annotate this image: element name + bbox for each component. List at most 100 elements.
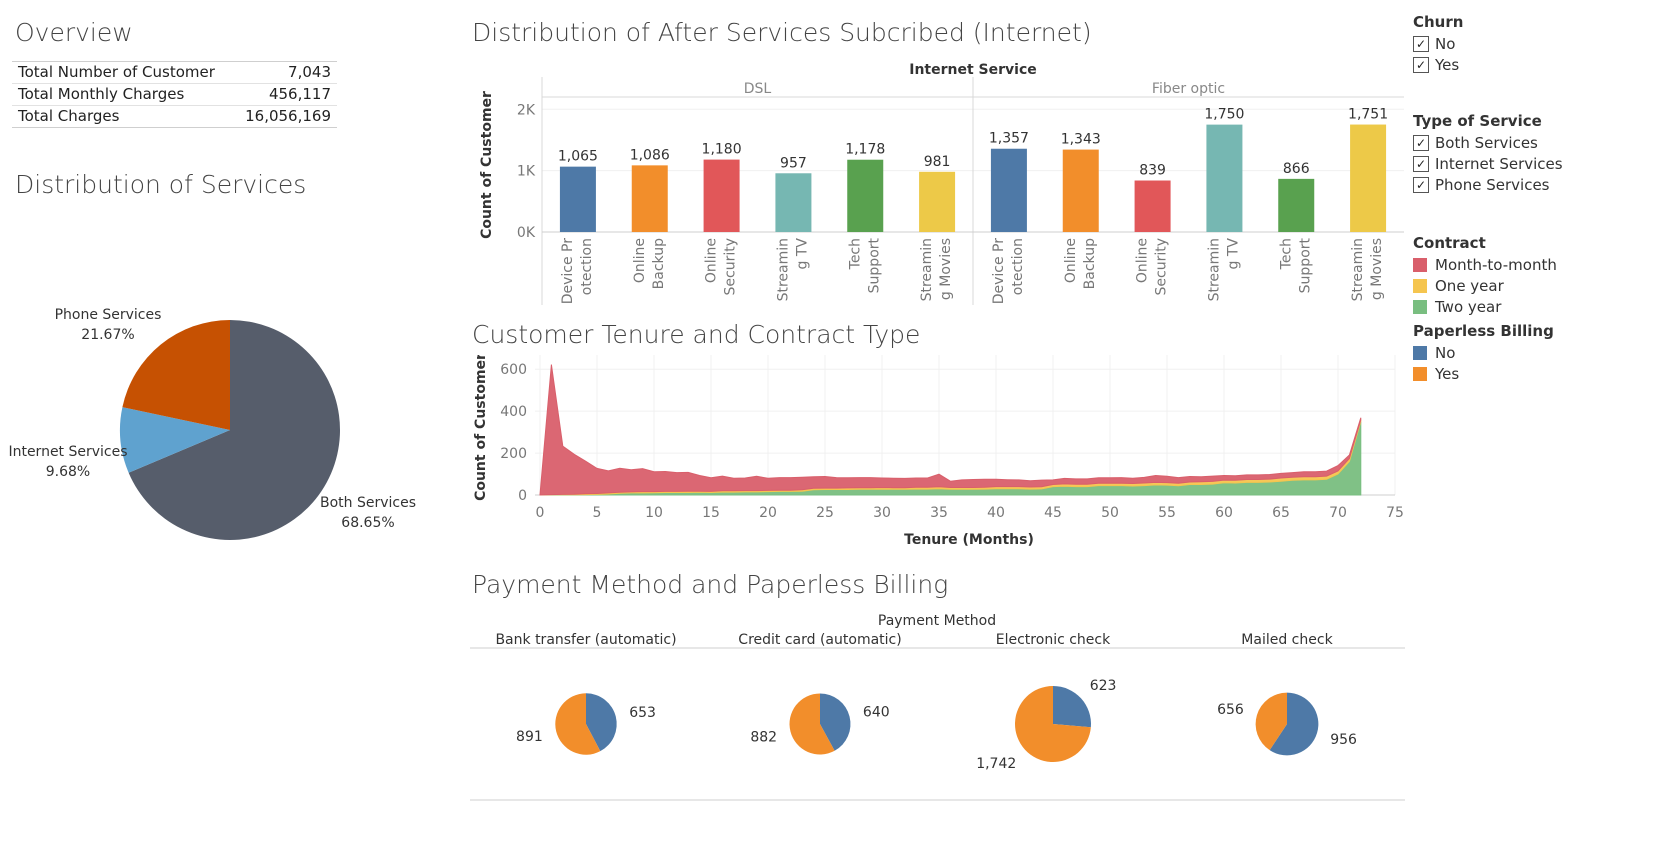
- checkbox-checked-icon[interactable]: ✓: [1413, 35, 1429, 52]
- category-label: otection: [579, 238, 595, 295]
- legend-contract-title: Contract: [1413, 234, 1486, 252]
- color-swatch: [1413, 299, 1427, 314]
- y-tick-label: 200: [500, 446, 527, 462]
- checkbox-checked-icon[interactable]: ✓: [1413, 176, 1429, 193]
- category-label: otection: [1010, 238, 1026, 295]
- payment-method-label: Credit card (automatic): [738, 632, 901, 648]
- pie-value-label: 891: [516, 729, 543, 745]
- churn-filter-yes[interactable]: ✓ Yes: [1413, 54, 1463, 75]
- x-tick-label: 55: [1158, 505, 1176, 521]
- checkbox-checked-icon[interactable]: ✓: [1413, 155, 1429, 172]
- category-label: Security: [1154, 238, 1170, 296]
- category-label: Backup: [651, 238, 667, 289]
- payment-title: Payment Method and Paperless Billing: [472, 570, 949, 599]
- legend-label: Month-to-month: [1435, 255, 1557, 274]
- category-label: Device Pr: [991, 238, 1007, 305]
- service-filter-internet[interactable]: ✓ Internet Services: [1413, 153, 1563, 174]
- legend-contract: Contract Month-to-month One year Two yea…: [1413, 234, 1557, 317]
- legend-paperless: Paperless Billing No Yes: [1413, 322, 1554, 384]
- overview-value: 16,056,169: [245, 107, 331, 125]
- churn-filter-no[interactable]: ✓ No: [1413, 33, 1463, 54]
- legend-contract-item[interactable]: Two year: [1413, 296, 1557, 317]
- pie-slice-label: Phone Services: [55, 307, 162, 323]
- bar-value-label: 1,180: [702, 142, 742, 158]
- pie-slice: [120, 407, 230, 473]
- legend-service-type: Type of Service ✓ Both Services ✓ Internet…: [1413, 112, 1563, 195]
- overview-title: Overview: [15, 18, 133, 47]
- x-tick-label: 50: [1101, 505, 1119, 521]
- category-label: g TV: [794, 238, 810, 270]
- x-tick-label: 75: [1386, 505, 1404, 521]
- pie-slice-label: Both Services: [320, 495, 416, 511]
- service-filter-both[interactable]: ✓ Both Services: [1413, 132, 1563, 153]
- legend-paperless-item[interactable]: No: [1413, 342, 1554, 363]
- legend-label: No: [1435, 343, 1456, 362]
- x-tick-label: 15: [702, 505, 720, 521]
- x-axis-label: Tenure (Months): [904, 532, 1034, 548]
- color-swatch: [1413, 257, 1427, 272]
- bar-value-label: 1,750: [1204, 107, 1244, 123]
- pie-slice-percent: 68.65%: [341, 515, 394, 531]
- category-label: Device Pr: [560, 238, 576, 305]
- legend-contract-item[interactable]: Month-to-month: [1413, 254, 1557, 275]
- filter-label: Yes: [1435, 55, 1460, 74]
- x-tick-label: 0: [536, 505, 545, 521]
- filter-label: No: [1435, 34, 1456, 53]
- bar-value-label: 1,357: [989, 131, 1029, 147]
- x-tick-label: 60: [1215, 505, 1233, 521]
- pie-slice: [555, 693, 601, 755]
- pie-value-label: 623: [1090, 678, 1117, 694]
- bar: [1278, 178, 1315, 232]
- services-pie-chart: Both Services 68.65% Internet Services 9.68…: [8, 307, 416, 540]
- bar: [1206, 124, 1243, 232]
- filter-label: Both Services: [1435, 133, 1538, 152]
- service-filter-phone[interactable]: ✓ Phone Services: [1413, 174, 1563, 195]
- category-label: g TV: [1225, 238, 1241, 270]
- color-swatch: [1413, 345, 1427, 360]
- bar: [559, 166, 596, 232]
- pie-value-label: 956: [1330, 732, 1357, 748]
- pie-slice-label: Internet Services: [8, 444, 127, 460]
- bar: [1134, 180, 1171, 232]
- y-tick-label: 600: [500, 362, 527, 378]
- pie-slice-percent: 9.68%: [46, 464, 90, 480]
- services-title: Distribution of Services: [15, 170, 307, 199]
- overview-label: Total Number of Customer: [18, 63, 215, 81]
- category-label: Online: [1063, 238, 1079, 283]
- bar: [1062, 149, 1099, 232]
- area-series: [539, 364, 1362, 496]
- category-label: Backup: [1082, 238, 1098, 289]
- x-tick-label: 70: [1329, 505, 1347, 521]
- bar-value-label: 957: [780, 155, 807, 171]
- category-label: Support: [1297, 237, 1313, 293]
- payment-method-label: Bank transfer (automatic): [495, 632, 676, 648]
- pie-slice: [1015, 686, 1091, 762]
- overview-label: Total Charges: [18, 107, 120, 125]
- bar: [847, 159, 884, 232]
- x-tick-label: 25: [816, 505, 834, 521]
- filter-label: Phone Services: [1435, 175, 1550, 194]
- internet-title: Distribution of After Services Subcribed…: [472, 18, 1092, 47]
- tenure-area-chart: 0 5 10 15 20 25 30 35 40 45 50 55 60 65 70 75 0 200 400 600…: [473, 355, 1404, 548]
- x-tick-label: 20: [759, 505, 777, 521]
- x-tick-label: 30: [873, 505, 891, 521]
- pie-slice: [128, 320, 340, 540]
- y-tick-label: 0: [518, 488, 527, 504]
- overview-row-customers: Total Number of Customer 7,043: [12, 61, 337, 84]
- x-tick-label: 45: [1044, 505, 1062, 521]
- category-label: Online: [1135, 238, 1151, 283]
- checkbox-checked-icon[interactable]: ✓: [1413, 56, 1429, 73]
- category-label: g Movies: [938, 238, 954, 300]
- checkbox-checked-icon[interactable]: ✓: [1413, 134, 1429, 151]
- pie-value-label: 882: [750, 729, 777, 745]
- pie-value-label: 656: [1217, 702, 1244, 718]
- legend-contract-item[interactable]: One year: [1413, 275, 1557, 296]
- bar-value-label: 1,751: [1348, 107, 1388, 123]
- legend-paperless-item[interactable]: Yes: [1413, 363, 1554, 384]
- category-label: Support: [866, 237, 882, 293]
- facet-header: Internet Service: [909, 62, 1037, 78]
- category-label: Streamin: [1350, 238, 1366, 301]
- pie-slice: [1053, 686, 1091, 728]
- y-tick-label: 1K: [517, 164, 536, 180]
- bar-value-label: 866: [1283, 161, 1310, 177]
